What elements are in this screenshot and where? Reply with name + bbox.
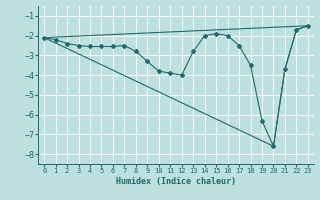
X-axis label: Humidex (Indice chaleur): Humidex (Indice chaleur)	[116, 177, 236, 186]
